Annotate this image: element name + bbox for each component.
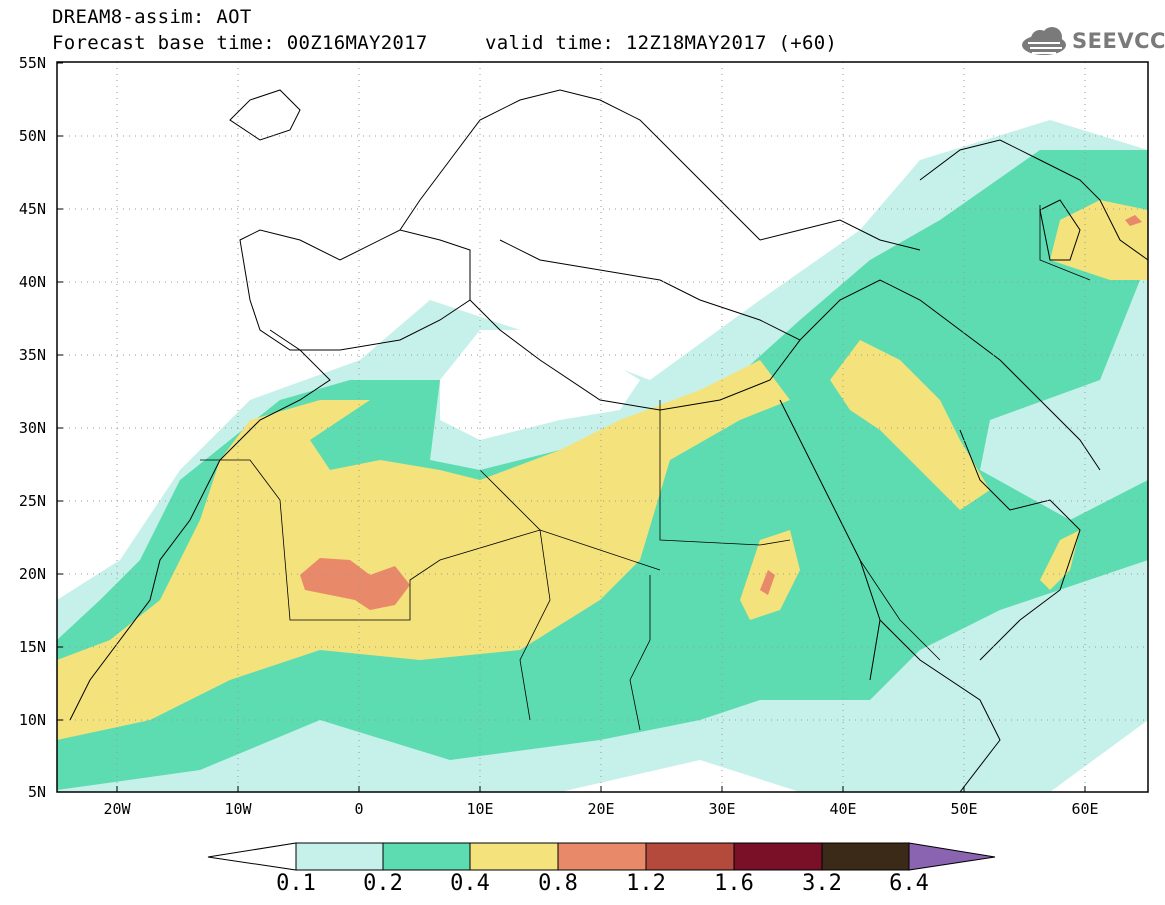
cloud-icon (1022, 27, 1066, 55)
lat-label-10n: 10N (18, 711, 46, 729)
aot-contour-0.4-caspian (1050, 200, 1148, 280)
axis-ticks (57, 62, 1086, 793)
lat-label-40n: 40N (18, 273, 46, 291)
lon-label-50e: 50E (950, 800, 978, 818)
lat-label-45n: 45N (18, 200, 46, 218)
colorbar-swatch-4 (557, 842, 647, 871)
lat-label-55n: 55N (18, 54, 46, 72)
map-title: DREAM8-assim: AOT (52, 6, 252, 28)
lat-label-25n: 25N (18, 492, 46, 510)
aot-contour-0.4-oman (1040, 530, 1080, 590)
lon-label-60e: 60E (1071, 800, 1099, 818)
lon-label-20w: 20W (103, 800, 131, 818)
map-frame (56, 61, 1149, 793)
clear-patch-sahara (440, 330, 640, 440)
colorbar-swatch-max (908, 842, 996, 871)
lat-label-15n: 15N (18, 638, 46, 656)
aot-contour-0.8 (300, 558, 410, 610)
colorbar-label-0.8: 0.8 (538, 871, 578, 896)
colorbar-swatch-3 (469, 842, 559, 871)
aot-contour-0.4-arabia (830, 340, 990, 510)
logo-text: SEEVCCC (1072, 29, 1165, 53)
colorbar-label-3.2: 3.2 (802, 871, 842, 896)
lat-label-35n: 35N (18, 346, 46, 364)
lon-label-40e: 40E (829, 800, 857, 818)
colorbar (207, 842, 996, 871)
colorbar-swatch-1 (295, 842, 384, 871)
aot-field (57, 120, 1148, 792)
colorbar-label-0.2: 0.2 (363, 871, 403, 896)
aot-contour-0.8-caspian (1125, 215, 1142, 226)
coastlines (69, 89, 1148, 792)
colorbar-swatch-6 (733, 842, 823, 871)
lon-label-10w: 10W (224, 800, 252, 818)
colorbar-label-0.1: 0.1 (276, 871, 316, 896)
lat-label-50n: 50N (18, 127, 46, 145)
colorbar-swatch-2 (382, 842, 471, 871)
aot-contour-0.8-sudan (760, 570, 775, 595)
lon-label-30e: 30E (708, 800, 736, 818)
forecast-base-time: Forecast base time: 00Z16MAY2017 (52, 32, 428, 54)
lon-label-20e: 20E (587, 800, 615, 818)
lon-label-10e: 10E (466, 800, 494, 818)
colorbar-label-1.6: 1.6 (714, 871, 754, 896)
lat-label-30n: 30N (18, 419, 46, 437)
lat-label-20n: 20N (18, 565, 46, 583)
colorbar-label-6.4: 6.4 (889, 871, 929, 896)
lon-label-0: 0 (354, 800, 364, 818)
lat-label-5n: 5N (27, 783, 46, 801)
colorbar-label-0.4: 0.4 (450, 871, 490, 896)
borders (200, 205, 1091, 731)
colorbar-swatch-5 (645, 842, 735, 871)
colorbar-swatch-min (207, 842, 297, 871)
colorbar-label-1.2: 1.2 (626, 871, 666, 896)
aot-contour-0.4 (57, 360, 790, 740)
valid-time: valid time: 12Z18MAY2017 (+60) (485, 32, 838, 54)
colorbar-swatch-7 (821, 842, 910, 871)
